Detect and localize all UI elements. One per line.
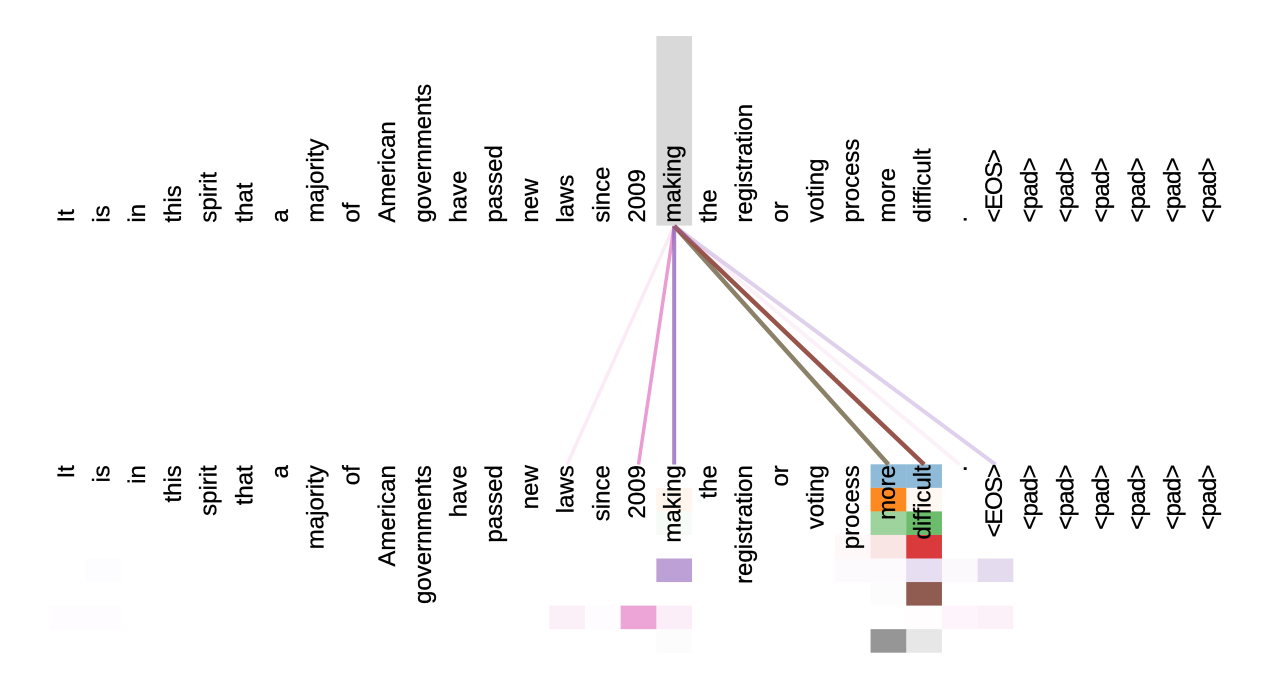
svg-text:this: this [160, 185, 187, 222]
svg-text:.: . [945, 216, 972, 223]
svg-text:spirit: spirit [196, 172, 223, 223]
svg-text:.: . [945, 465, 972, 472]
svg-text:making: making [660, 145, 687, 222]
svg-text:laws: laws [553, 175, 580, 223]
svg-text:majority: majority [303, 465, 330, 549]
svg-text:more: more [874, 168, 901, 223]
svg-text:making: making [660, 465, 687, 542]
svg-text:that: that [231, 465, 258, 505]
svg-text:difficult: difficult [910, 465, 937, 540]
svg-text:have: have [446, 465, 473, 517]
svg-text:is: is [89, 205, 116, 222]
svg-text:registration: registration [731, 104, 758, 223]
svg-text:more: more [874, 465, 901, 520]
svg-text:difficult: difficult [910, 148, 937, 223]
svg-text:process: process [838, 465, 865, 549]
svg-text:process: process [838, 139, 865, 223]
svg-text:<pad>: <pad> [1052, 465, 1079, 530]
svg-text:or: or [767, 201, 794, 222]
svg-text:<pad>: <pad> [1052, 158, 1079, 223]
svg-text:<pad>: <pad> [1124, 158, 1151, 223]
svg-text:in: in [124, 465, 151, 484]
svg-text:since: since [588, 167, 615, 223]
svg-text:majority: majority [303, 139, 330, 223]
svg-text:<EOS>: <EOS> [981, 150, 1008, 222]
svg-text:spirit: spirit [196, 465, 223, 516]
svg-text:It: It [53, 209, 80, 223]
svg-text:<pad>: <pad> [1195, 465, 1222, 530]
svg-text:have: have [446, 171, 473, 223]
svg-text:<pad>: <pad> [1160, 465, 1187, 530]
svg-text:<pad>: <pad> [1195, 158, 1222, 223]
svg-text:since: since [588, 465, 615, 521]
svg-text:<pad>: <pad> [1124, 465, 1151, 530]
svg-text:2009: 2009 [624, 169, 651, 222]
svg-text:laws: laws [553, 465, 580, 513]
svg-text:<pad>: <pad> [1017, 158, 1044, 223]
svg-text:<pad>: <pad> [1088, 465, 1115, 530]
svg-text:American: American [374, 465, 401, 566]
svg-text:passed: passed [481, 145, 508, 222]
svg-text:American: American [374, 121, 401, 222]
svg-text:<EOS>: <EOS> [981, 465, 1008, 537]
svg-text:or: or [767, 465, 794, 486]
svg-text:this: this [160, 465, 187, 502]
svg-text:<pad>: <pad> [1088, 158, 1115, 223]
svg-text:voting: voting [803, 465, 830, 529]
svg-text:the: the [695, 189, 722, 222]
svg-text:governments: governments [410, 465, 437, 604]
svg-text:new: new [517, 178, 544, 223]
svg-text:2009: 2009 [624, 465, 651, 518]
svg-text:a: a [267, 209, 294, 223]
svg-text:of: of [338, 202, 365, 222]
svg-text:is: is [89, 465, 116, 482]
svg-text:a: a [267, 465, 294, 479]
svg-text:registration: registration [731, 465, 758, 584]
svg-text:new: new [517, 465, 544, 510]
svg-text:of: of [338, 465, 365, 485]
svg-text:that: that [231, 182, 258, 222]
svg-text:governments: governments [410, 84, 437, 223]
svg-text:It: It [53, 465, 80, 479]
svg-text:passed: passed [481, 465, 508, 542]
svg-text:the: the [695, 465, 722, 498]
svg-text:<pad>: <pad> [1160, 158, 1187, 223]
svg-text:voting: voting [803, 159, 830, 223]
svg-text:in: in [124, 204, 151, 223]
svg-text:<pad>: <pad> [1017, 465, 1044, 530]
